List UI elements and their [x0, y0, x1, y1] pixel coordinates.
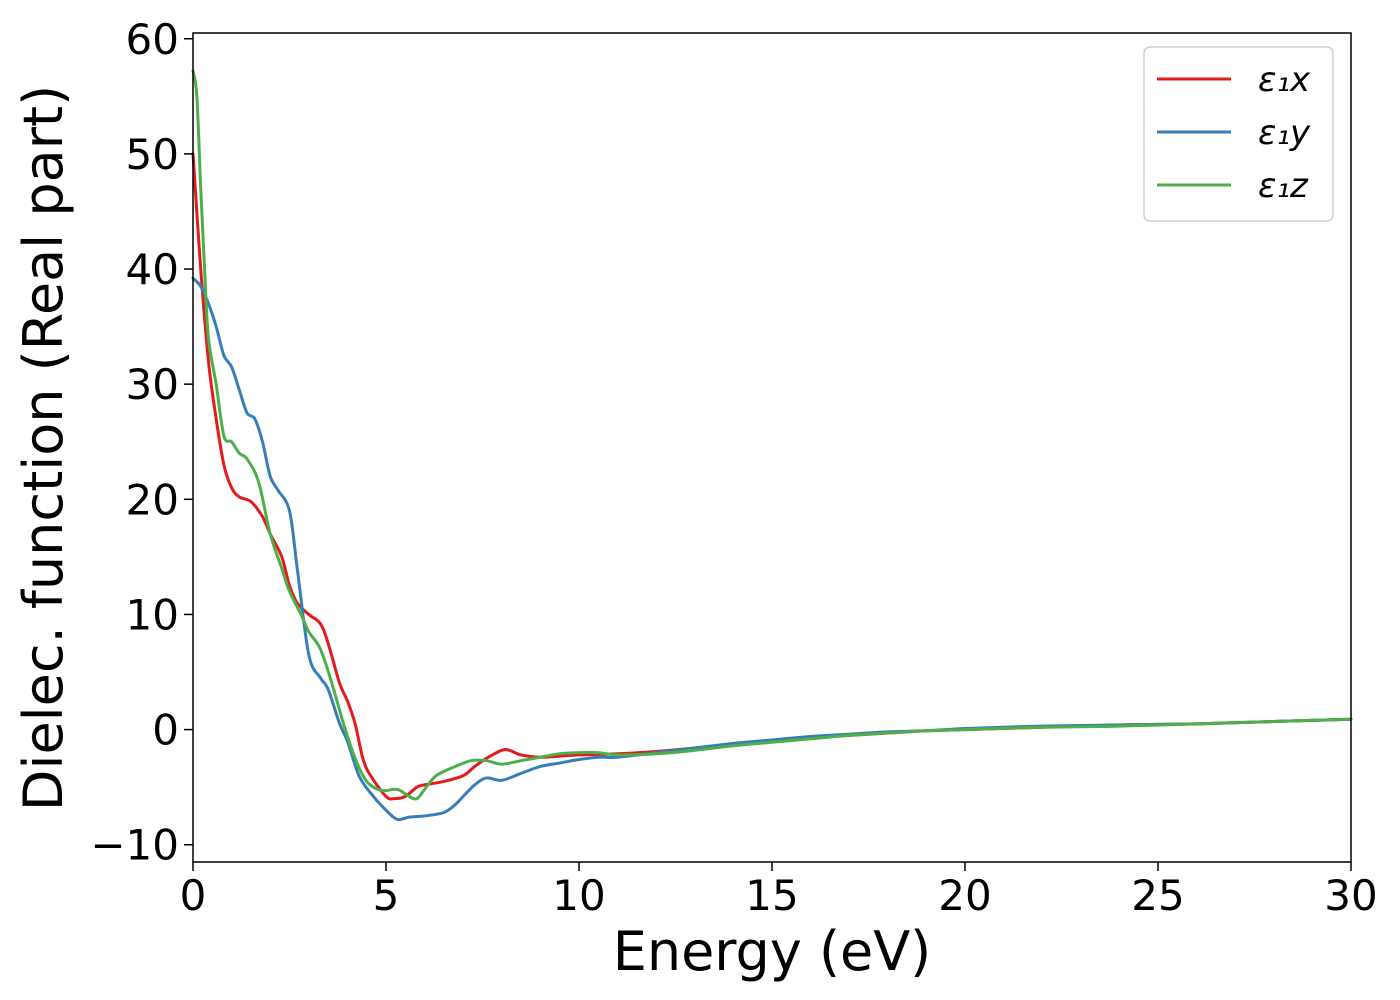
x-tick-label: 20: [938, 871, 991, 920]
y-axis-label: Dielec. function (Real part): [12, 85, 75, 811]
series-line-epsilon1z: [191, 69, 1353, 801]
x-tick-label: 10: [552, 871, 605, 920]
x-tick-label: 15: [745, 871, 798, 920]
x-tick-label: 30: [1324, 871, 1377, 920]
x-axis: 0 5 10 15 20 25 30: [180, 862, 1378, 920]
y-tick-label: 50: [126, 130, 179, 179]
x-tick-label: 0: [180, 871, 207, 920]
x-tick-label: 25: [1131, 871, 1184, 920]
y-tick-label: 40: [126, 245, 179, 294]
x-tick-label: 5: [373, 871, 400, 920]
legend-box: [1143, 46, 1334, 222]
y-tick-label: 10: [126, 590, 179, 639]
x-axis-label: Energy (eV): [613, 920, 932, 983]
y-tick-label: 20: [126, 475, 179, 524]
series-layer: [191, 69, 1353, 822]
legend-label-epsilon1y: ε₁y: [1258, 113, 1311, 153]
legend: ε₁x ε₁y ε₁z: [1143, 46, 1334, 222]
legend-label-epsilon1z: ε₁z: [1258, 166, 1309, 206]
y-tick-label: 60: [126, 15, 179, 64]
y-tick-label: 0: [152, 706, 179, 755]
y-axis: −10 0 10 20 30 40 50 60: [90, 15, 193, 870]
y-tick-label: 30: [126, 360, 179, 409]
y-tick-label: −10: [90, 821, 179, 870]
legend-label-epsilon1x: ε₁x: [1258, 60, 1311, 100]
